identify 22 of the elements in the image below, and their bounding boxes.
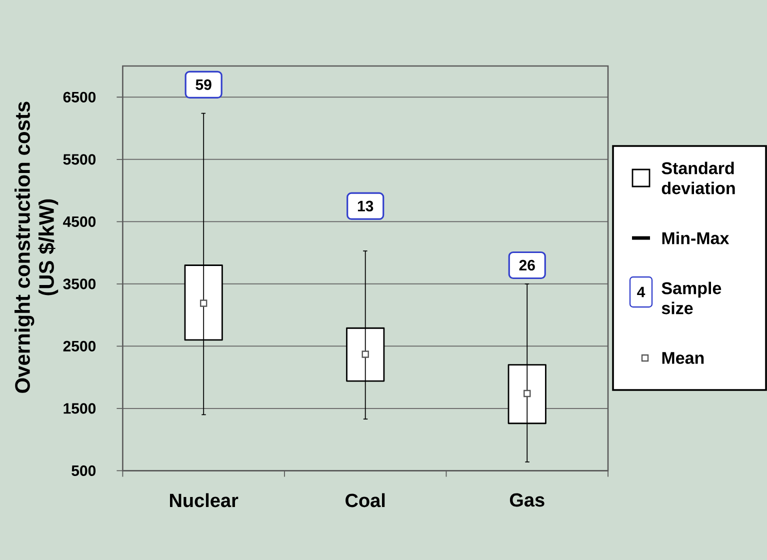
annotation: 59: [196, 79, 212, 90]
text: 4: [637, 286, 646, 298]
y-tick-label: 1500: [64, 403, 96, 414]
x-tick-label: Coal: [346, 493, 385, 508]
y-tick-label: 2500: [63, 340, 96, 352]
point: [200, 300, 208, 307]
text: Min-Max: [662, 232, 730, 244]
y-tick-label: 500: [72, 465, 96, 476]
annotation: 26: [519, 260, 535, 271]
legend-label: Standard deviation: [662, 162, 735, 194]
point: [524, 390, 531, 398]
x-tick-label: Nuclear: [170, 493, 238, 508]
y-tick-label: 3500: [63, 278, 96, 290]
y-axis-title: Overnight construction costs (US $/kW): [14, 102, 58, 393]
x-tick-label: Gas: [510, 493, 544, 507]
annotation: 13: [358, 200, 374, 212]
y-tick-label: 5500: [63, 154, 96, 165]
legend-label: Mean: [662, 352, 704, 364]
y-tick-label: 4500: [63, 216, 96, 227]
text: Sample size: [662, 282, 722, 314]
y-tick-label: 6500: [63, 92, 96, 102]
point: [362, 350, 369, 358]
